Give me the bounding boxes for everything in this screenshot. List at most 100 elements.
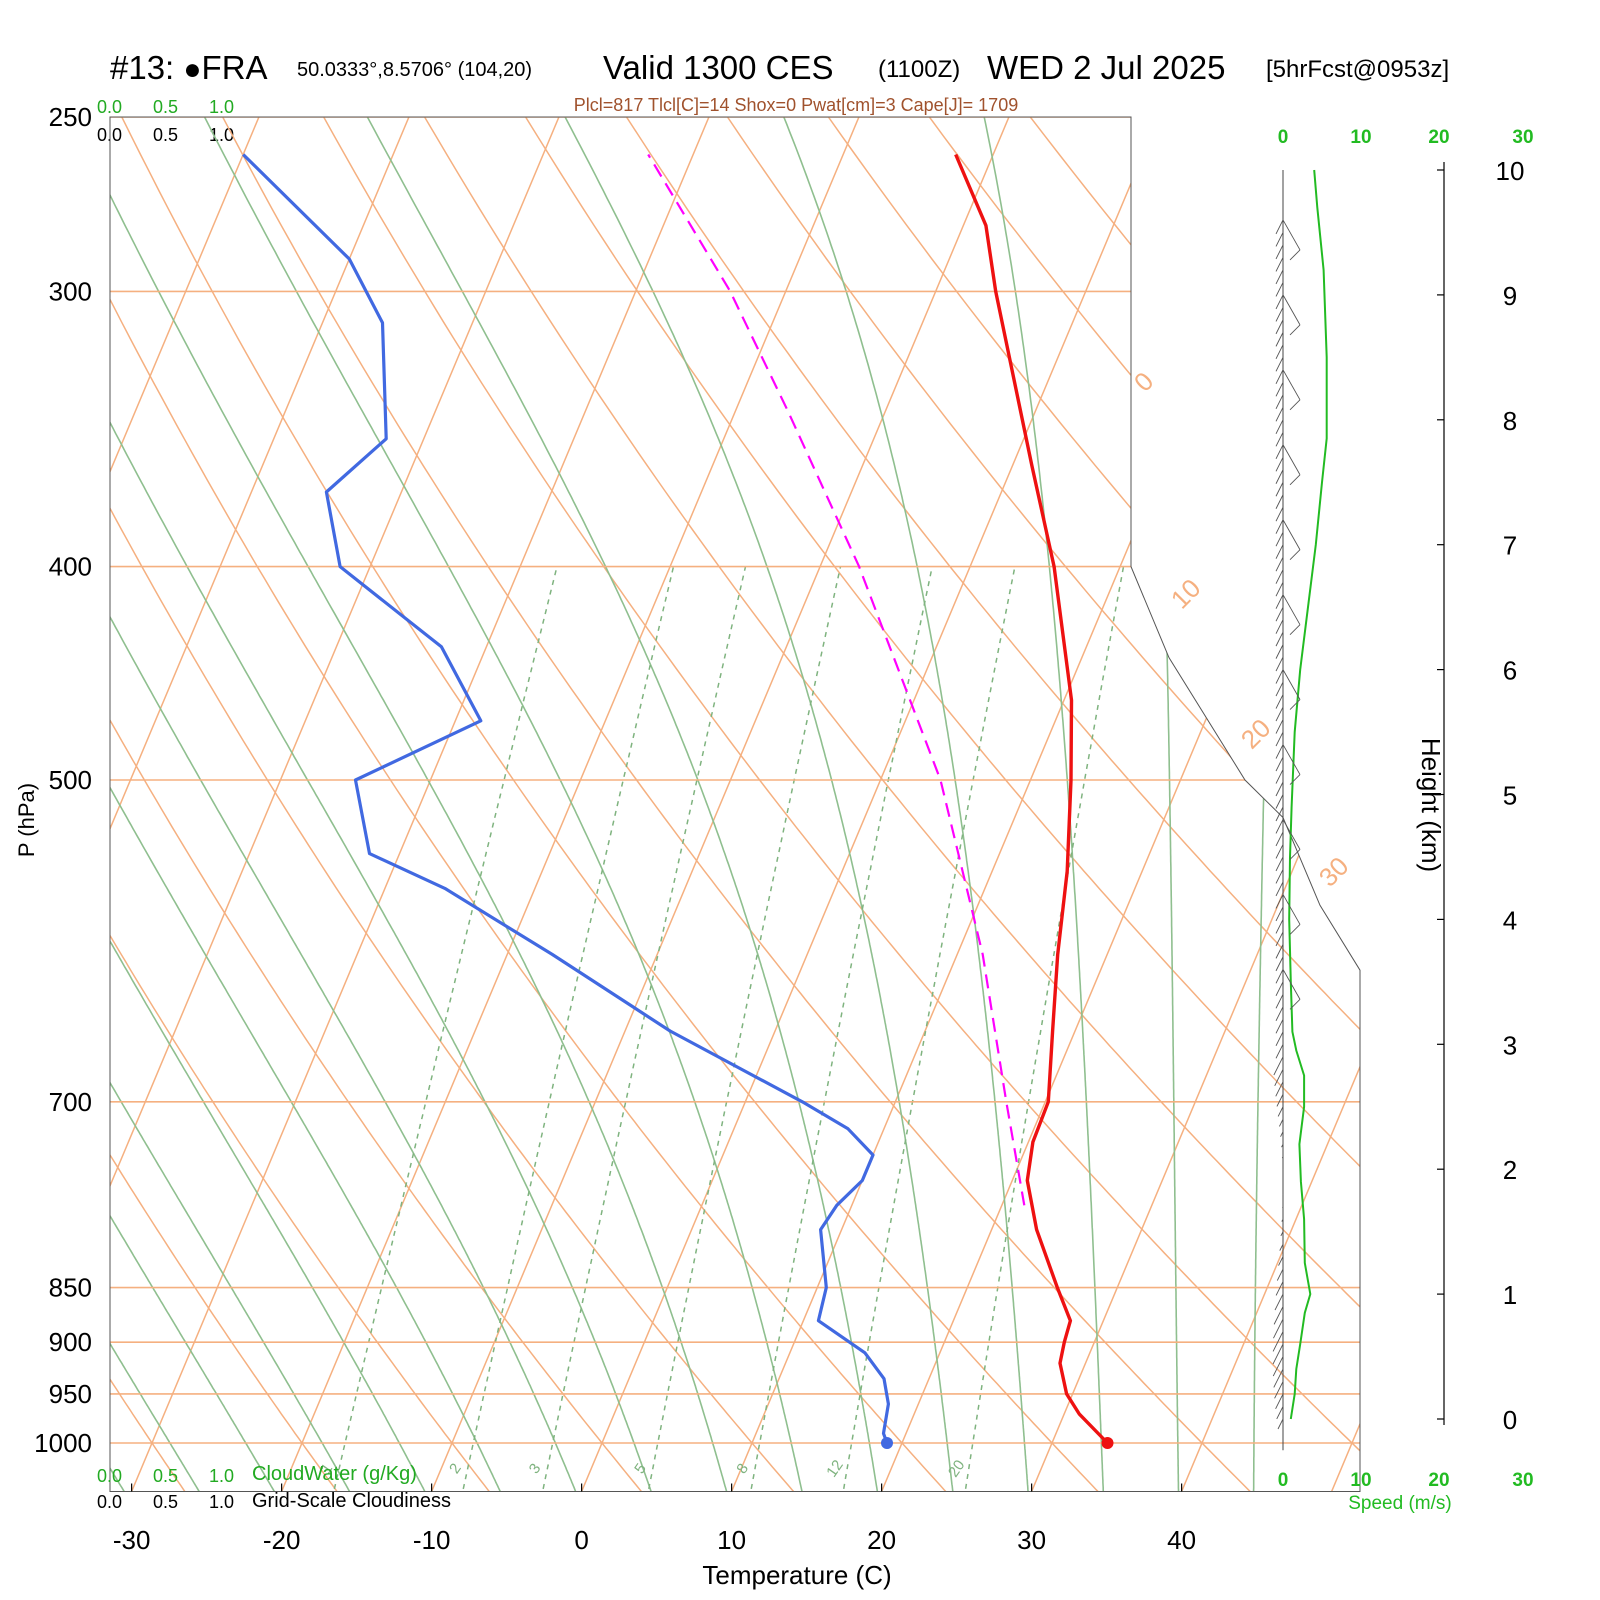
wind-barb [1282,369,1301,401]
station-id: #13: [110,49,183,86]
wind-barb [1275,981,1284,997]
wind-barb [1282,219,1301,251]
height-tick-label: 7 [1503,531,1517,561]
dry-adiabat-line [110,117,1106,1492]
dry-adiabat-line [301,117,1360,1492]
wind-barb [1282,444,1301,476]
isotherm-label: 0 [1128,366,1159,397]
top-cloud-scale: 0.0 0.5 1.0 0.0 0.5 1.0 [97,97,234,145]
speed-tick-label: 10 [1350,1470,1371,1491]
mixing-ratio-label: 3 [526,1460,545,1477]
bottom-cloud-legend: 0.0 0.5 1.0 CloudWater (g/Kg) 0.0 0.5 1.… [97,1463,451,1512]
wind-barb [1275,1281,1284,1296]
wind-barb [1275,956,1284,972]
height-tick-label: 2 [1503,1155,1517,1185]
isotherm-line [127,117,726,1492]
wind-barb [1275,906,1284,922]
station-dot-icon: ● [183,53,201,86]
wind-barb [1275,1393,1284,1410]
moist-adiabat-line [110,117,730,1492]
surface-temperature-marker [1101,1437,1114,1449]
isotherm-line [110,117,426,1492]
moist-adiabat-line [767,117,1030,1492]
isotherm-line [1327,117,1360,1492]
wind-barb [1275,257,1284,272]
mixing-ratio-line [963,566,1125,1492]
dry-adiabat-line [201,117,1258,1492]
mixing-ratio-label: 12 [823,1457,846,1480]
moist-adiabat-line [110,117,205,1492]
wind-barb [1275,357,1284,372]
mixing-ratio-lines [331,566,1125,1492]
wind-barb [1275,419,1284,435]
wind-barb [1275,282,1284,297]
wind-barb [1275,581,1284,597]
wind-barb [1275,856,1284,872]
wind-barb [1278,1119,1284,1127]
speed-tick-label: 20 [1428,127,1449,148]
wind-barb [1289,999,1301,1010]
mixing-ratio-label: 20 [945,1457,968,1480]
wind-barb [1273,1306,1284,1325]
wind-barb [1275,1019,1284,1034]
wind-barb [1275,544,1284,559]
wind-barb [1275,382,1284,397]
wind-barb [1275,681,1284,697]
x-tick-label: 30 [1017,1525,1046,1555]
wind-barb [1276,1406,1284,1420]
moist-adiabat-line [110,117,355,1492]
speed-tick-label: 0 [1278,1470,1289,1491]
isotherm-labels: 10 20 30 0 [1128,366,1355,893]
wind-barb [1275,944,1284,959]
pressure-tick-label: 950 [49,1379,92,1409]
wind-barb [1275,756,1284,772]
mixing-ratio-line [540,566,747,1492]
wind-barb [1275,556,1284,572]
wind-barb [1272,1343,1284,1365]
wind-barb [1275,631,1284,647]
wind-barb [1275,881,1284,897]
wind-barb [1275,232,1284,247]
wind-barb [1275,594,1284,609]
mixing-ratio-line [748,566,933,1492]
pressure-tick-label: 850 [49,1273,92,1303]
wind-barb [1275,844,1284,859]
wind-barb [1282,969,1301,1000]
wind-barb [1275,482,1284,497]
wind-barb [1276,1094,1284,1107]
surface-dewpoint-marker [881,1437,893,1449]
speed-tick-label: 30 [1512,1470,1533,1491]
wind-barb [1275,407,1284,422]
wind-barb [1275,269,1284,285]
speed-tick-label: 0 [1278,127,1289,148]
wind-barb [1273,1368,1284,1388]
moist-adiabat-line [110,117,430,1492]
x-axis-label: Temperature (C) [702,1560,891,1590]
x-tick-label: -30 [113,1525,151,1555]
wind-barb [1275,919,1284,934]
mixing-ratio-line [841,566,1016,1492]
moist-adiabat-line [543,117,955,1492]
wind-barb [1275,244,1284,260]
wind-barb [1274,1381,1284,1399]
wind-barb [1275,606,1284,622]
wind-barb [1273,1056,1284,1076]
dry-adiabat-line [110,117,648,1492]
isotherm-label: 10 [1165,573,1207,615]
speed-tick-label: 10 [1350,127,1371,148]
bottom-legend-black-0: 0.0 [97,1492,122,1512]
height-tick-label: 0 [1503,1405,1517,1435]
dry-adiabat-line [110,117,953,1492]
speed-tick-label: 20 [1428,1470,1449,1491]
pressure-tick-label: 400 [49,552,92,582]
moist-adiabat-line [1142,117,1180,1492]
wind-barb [1275,507,1284,522]
top-scale-black-2: 1.0 [209,125,234,145]
wind-barb [1275,494,1284,509]
wind-barb [1281,1156,1284,1159]
wind-barb [1275,569,1284,584]
speed-tick-label: 30 [1512,127,1533,148]
temperature-profile-line [954,153,1109,1445]
top-scale-green-1: 0.5 [153,97,178,117]
